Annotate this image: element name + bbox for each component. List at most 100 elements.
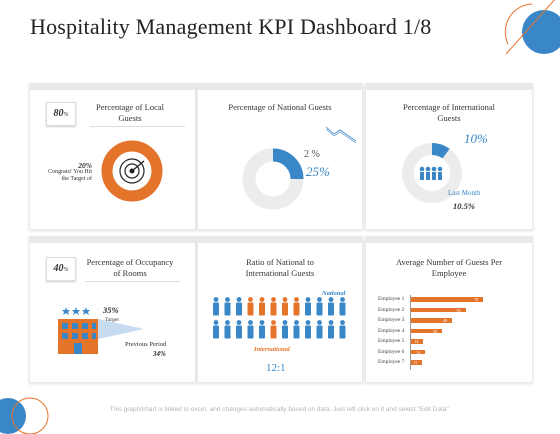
card-header-bar: [366, 84, 532, 90]
person-icon: [328, 320, 334, 339]
international-value: 10%: [464, 131, 488, 146]
international-guests-label: Percentage of International Guests: [402, 102, 496, 123]
employee-bar-value: 53: [456, 307, 461, 313]
national-value: 25%: [306, 164, 330, 179]
occupancy-percentage-value: 40: [53, 263, 64, 274]
occupancy-percentage-badge: 40%: [46, 257, 76, 281]
ratio-people-grid: [213, 297, 346, 339]
card-employees: Average Number of Guests Per Employee Em…: [365, 236, 533, 383]
employee-bar: [411, 339, 424, 344]
person-icon: [328, 297, 334, 316]
employee-label: Employee 2: [378, 306, 405, 313]
person-icon: [305, 297, 311, 316]
card-national-guests: Percentage of National Guests 2 % 25%: [197, 83, 363, 230]
employee-bar: [411, 307, 466, 312]
person-icon: [224, 297, 231, 316]
person-icon: [259, 297, 265, 316]
international-last-month-value: 10.5%: [453, 201, 475, 211]
occupancy-percentage-unit: %: [63, 267, 69, 273]
person-icon: [339, 297, 346, 316]
employee-bar-value: 70: [474, 297, 478, 302]
person-icon: [316, 320, 323, 339]
local-percentage-value: 80: [53, 108, 64, 119]
employees-label: Average Number of Guests Per Employee: [395, 257, 503, 278]
decorative-circles-top-right: [504, 0, 560, 55]
person-icon: [293, 297, 300, 316]
person-icon: [305, 320, 311, 339]
employee-bar-value: 14: [416, 349, 421, 355]
local-donut-chart: [101, 140, 163, 202]
employee-bar: [411, 349, 426, 354]
national-trend-icon: [326, 126, 357, 144]
occupancy-target-label: Target: [105, 317, 119, 323]
employee-label: Employee 7: [378, 359, 405, 365]
local-guests-label: Percentage of Local Guests: [96, 102, 164, 123]
hotel-building-icon: [58, 307, 144, 354]
person-icon: [293, 320, 300, 339]
employee-label: Employee 5: [378, 338, 405, 344]
card-header-bar: [30, 237, 195, 243]
international-gauge-fill: [431, 142, 450, 159]
people-group-icon: [419, 166, 443, 180]
person-icon: [224, 320, 231, 339]
card-occupancy: 40% Percentage of Occupancy of Rooms 35%…: [29, 236, 196, 383]
national-gauge: [242, 148, 304, 210]
card-international-guests: Percentage of International Guests 10% L…: [365, 83, 533, 230]
card-header-bar: [198, 237, 362, 243]
person-icon: [282, 297, 288, 316]
person-icon: [270, 320, 277, 339]
divider: [90, 126, 185, 127]
card-local-guests: 80% Percentage of Local Guests 20% Congr…: [29, 83, 196, 230]
person-icon: [213, 297, 219, 316]
person-icon: [259, 320, 265, 339]
national-legend-label: National: [322, 290, 346, 297]
person-icon: [236, 297, 242, 316]
employee-label: Employee 1: [378, 296, 405, 302]
local-target-text-1: Congrats! You Hit: [48, 169, 92, 175]
international-gauge: [402, 142, 462, 203]
occupancy-target-value: 35%: [103, 305, 119, 315]
person-icon: [247, 297, 254, 316]
divider: [85, 281, 180, 282]
employee-bar: [411, 318, 453, 323]
employee-bar: [411, 328, 442, 333]
employee-bar-value: 11: [413, 360, 418, 365]
page-title: Hospitality Management KPI Dashboard 1/8: [30, 14, 432, 39]
occupancy-label: Percentage of Occupancy of Rooms: [86, 257, 174, 278]
local-percentage-unit: %: [63, 112, 69, 118]
ratio-value: 12:1: [266, 362, 286, 374]
employee-bar-value: 30: [432, 328, 437, 334]
person-icon: [282, 320, 288, 339]
employee-label: Employee 3: [378, 317, 405, 323]
occupancy-previous-value: 34%: [153, 350, 166, 358]
ratio-label: Ratio of National to International Guest…: [245, 257, 315, 278]
local-target-value: 20%: [78, 161, 92, 170]
employee-label: Employee 6: [378, 348, 405, 355]
national-gauge-fill: [272, 148, 304, 180]
employee-label: Employee 4: [378, 327, 405, 334]
person-icon: [247, 320, 254, 339]
person-icon: [339, 320, 346, 339]
national-guests-label: Percentage of National Guests: [228, 102, 332, 112]
card-header-bar: [198, 84, 362, 90]
local-target-text-2: the Target of: [61, 176, 92, 182]
international-legend-label: International: [254, 346, 290, 353]
footer-note: This graph/chart is linked to excel, and…: [109, 406, 451, 413]
national-change: 2 %: [304, 149, 320, 160]
person-icon: [236, 320, 242, 339]
card-ratio: Ratio of National to International Guest…: [197, 236, 363, 383]
local-target-block: 20% Congrats! You Hit the Target of: [30, 162, 92, 183]
employee-bar-value: 40: [443, 318, 448, 323]
card-header-bar: [30, 84, 195, 90]
card-header-bar: [366, 237, 532, 243]
axis-line: [410, 295, 411, 370]
occupancy-previous-label: Previous Period: [125, 341, 167, 348]
person-icon: [270, 297, 277, 316]
person-icon: [213, 320, 219, 339]
employee-bar: [411, 297, 483, 302]
local-percentage-badge: 80%: [46, 102, 76, 126]
employee-bar: [411, 360, 423, 365]
person-icon: [316, 297, 323, 316]
employee-bar-value: 12: [414, 339, 419, 344]
international-last-month-label: Last Month: [448, 189, 481, 197]
